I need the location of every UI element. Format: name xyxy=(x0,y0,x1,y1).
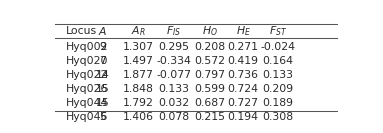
Text: 1.877: 1.877 xyxy=(123,70,154,80)
Text: 0.078: 0.078 xyxy=(159,112,190,122)
Text: -0.077: -0.077 xyxy=(157,70,192,80)
Text: 0.419: 0.419 xyxy=(228,56,259,66)
Text: 15: 15 xyxy=(96,84,110,94)
Text: 0.032: 0.032 xyxy=(159,98,190,108)
Text: 0.295: 0.295 xyxy=(159,42,190,52)
Text: $H_O$: $H_O$ xyxy=(202,24,218,38)
Text: 1.406: 1.406 xyxy=(123,112,154,122)
Text: 14: 14 xyxy=(96,70,110,80)
Text: 1.497: 1.497 xyxy=(123,56,154,66)
Text: -0.334: -0.334 xyxy=(157,56,192,66)
Text: 0.308: 0.308 xyxy=(262,112,293,122)
Text: 0.687: 0.687 xyxy=(194,98,225,108)
Text: 9: 9 xyxy=(99,42,106,52)
Text: 0.133: 0.133 xyxy=(262,70,293,80)
Text: 1.848: 1.848 xyxy=(123,84,154,94)
Text: $A_R$: $A_R$ xyxy=(131,24,146,38)
Text: 0.164: 0.164 xyxy=(262,56,293,66)
Text: 0.271: 0.271 xyxy=(228,42,259,52)
Text: Hyq020: Hyq020 xyxy=(66,56,108,66)
Text: $A$: $A$ xyxy=(98,25,107,37)
Text: 0.215: 0.215 xyxy=(194,112,225,122)
Text: Locus: Locus xyxy=(66,26,97,36)
Text: 0.724: 0.724 xyxy=(228,84,259,94)
Text: $H_E$: $H_E$ xyxy=(236,24,250,38)
Text: Hyq002: Hyq002 xyxy=(66,42,108,52)
Text: 0.209: 0.209 xyxy=(262,84,293,94)
Text: 0.189: 0.189 xyxy=(262,98,293,108)
Text: $F_{ST}$: $F_{ST}$ xyxy=(269,24,287,38)
Text: 1.792: 1.792 xyxy=(123,98,154,108)
Text: Hyq044: Hyq044 xyxy=(66,98,108,108)
Text: -0.024: -0.024 xyxy=(260,42,295,52)
Text: 0.194: 0.194 xyxy=(228,112,259,122)
Text: 0.572: 0.572 xyxy=(194,56,225,66)
Text: 0.208: 0.208 xyxy=(194,42,225,52)
Text: 5: 5 xyxy=(99,112,106,122)
Text: Hyq026: Hyq026 xyxy=(66,84,108,94)
Text: 7: 7 xyxy=(99,56,106,66)
Text: 15: 15 xyxy=(96,98,110,108)
Text: Hyq022: Hyq022 xyxy=(66,70,108,80)
Text: 0.727: 0.727 xyxy=(228,98,259,108)
Text: 1.307: 1.307 xyxy=(123,42,154,52)
Text: 0.599: 0.599 xyxy=(194,84,225,94)
Text: 0.736: 0.736 xyxy=(228,70,259,80)
Text: Hyq046: Hyq046 xyxy=(66,112,108,122)
Text: 0.133: 0.133 xyxy=(159,84,190,94)
Text: $F_{IS}$: $F_{IS}$ xyxy=(167,24,182,38)
Text: 0.797: 0.797 xyxy=(194,70,225,80)
